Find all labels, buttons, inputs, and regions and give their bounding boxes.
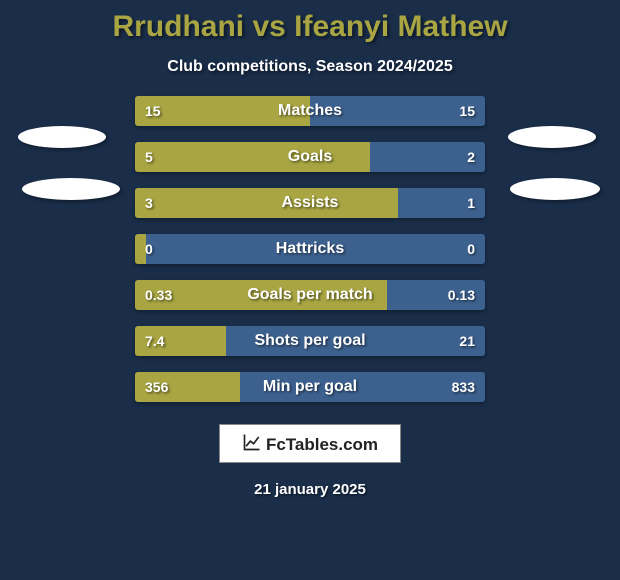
stat-bar-fill — [135, 142, 370, 172]
stat-value-right: 1 — [467, 195, 475, 211]
decorative-ellipse — [508, 126, 596, 148]
date-text: 21 january 2025 — [254, 481, 366, 498]
stat-bar-fill — [135, 234, 146, 264]
brand-text: FcTables.com — [266, 435, 378, 455]
chart-icon — [242, 432, 262, 457]
stat-value-left: 15 — [145, 103, 161, 119]
brand-badge: FcTables.com — [219, 424, 401, 463]
stat-bar: 0Hattricks0 — [135, 234, 485, 264]
page-title: Rrudhani vs Ifeanyi Mathew — [112, 10, 507, 44]
stat-value-right: 21 — [459, 333, 475, 349]
stat-label: Hattricks — [135, 240, 485, 258]
stat-value-right: 0.13 — [448, 287, 475, 303]
stat-bar: 3Assists1 — [135, 188, 485, 218]
stat-value-right: 2 — [467, 149, 475, 165]
stat-value-left: 7.4 — [145, 333, 164, 349]
stat-bar: 7.4Shots per goal21 — [135, 326, 485, 356]
stat-bar: 5Goals2 — [135, 142, 485, 172]
stat-value-right: 0 — [467, 241, 475, 257]
stat-value-left: 0 — [145, 241, 153, 257]
stat-bar: 356Min per goal833 — [135, 372, 485, 402]
decorative-ellipse — [510, 178, 600, 200]
stat-value-left: 0.33 — [145, 287, 172, 303]
stat-value-left: 356 — [145, 379, 168, 395]
stat-value-right: 833 — [452, 379, 475, 395]
stat-value-left: 3 — [145, 195, 153, 211]
stat-bar-fill — [135, 96, 310, 126]
stat-bar-fill — [135, 280, 387, 310]
stat-value-right: 15 — [459, 103, 475, 119]
stat-bar: 0.33Goals per match0.13 — [135, 280, 485, 310]
stat-bar-fill — [135, 188, 398, 218]
comparison-card: Rrudhani vs Ifeanyi Mathew Club competit… — [0, 0, 620, 580]
subtitle: Club competitions, Season 2024/2025 — [167, 58, 452, 76]
decorative-ellipse — [22, 178, 120, 200]
decorative-ellipse — [18, 126, 106, 148]
stats-bars: 15Matches15 5Goals2 3Assists1 0Hattricks0 0.… — [135, 96, 485, 402]
stat-value-left: 5 — [145, 149, 153, 165]
stat-bar: 15Matches15 — [135, 96, 485, 126]
